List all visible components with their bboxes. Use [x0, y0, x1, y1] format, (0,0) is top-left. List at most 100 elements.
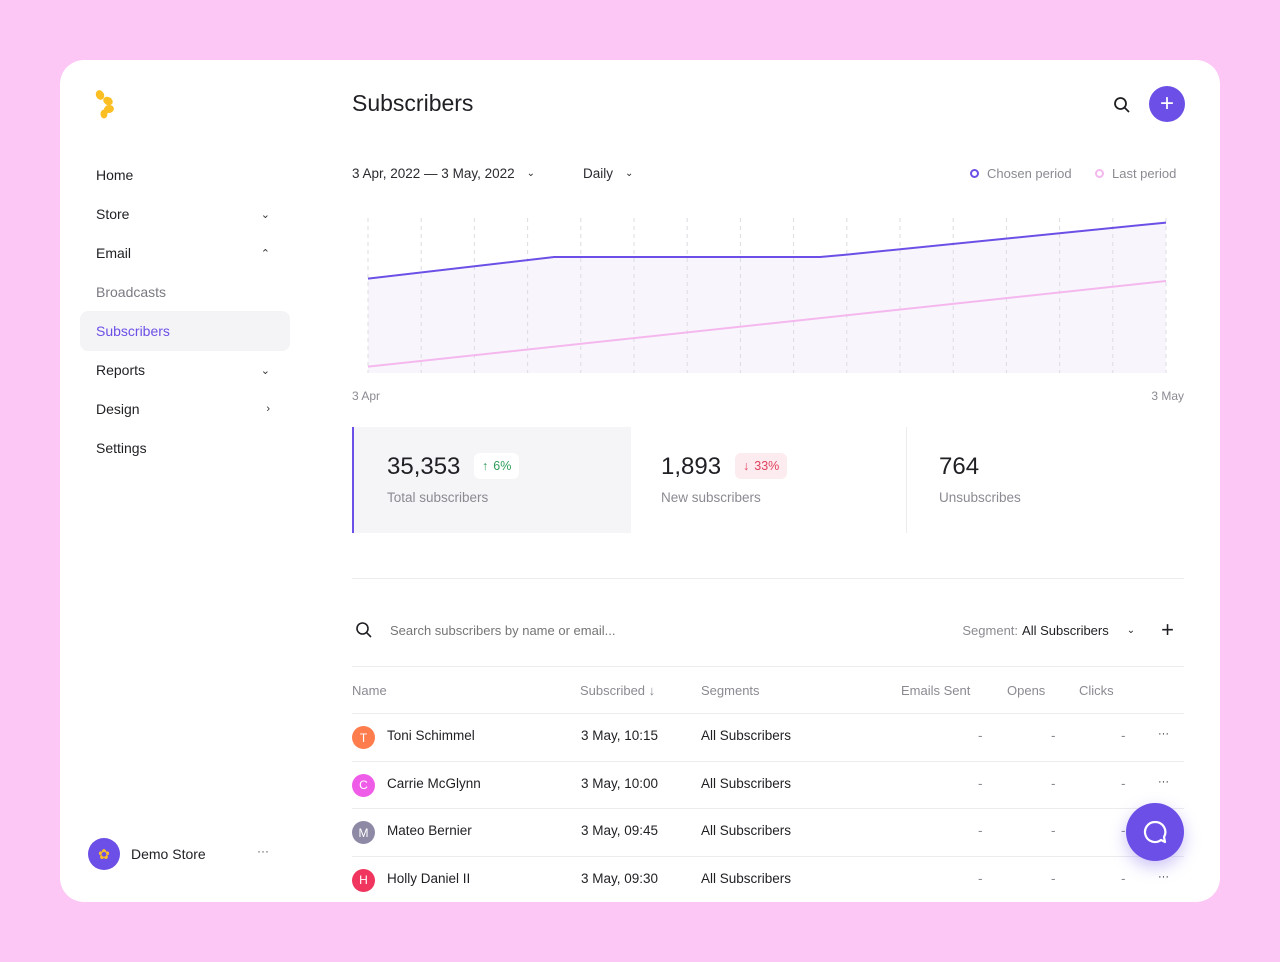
sidebar-item-broadcasts[interactable]: Broadcasts — [80, 272, 290, 312]
column-emails-sent[interactable]: Emails Sent — [901, 683, 971, 698]
arrow-up-icon: ↑ — [482, 459, 489, 473]
column-name[interactable]: Name — [352, 683, 387, 698]
sidebar-item-label: Settings — [96, 440, 147, 456]
sidebar-item-label: Design — [96, 401, 140, 417]
chevron-down-icon: ⌄ — [260, 364, 270, 377]
emails-value: - — [978, 870, 983, 886]
row-menu-button[interactable]: ··· — [1158, 870, 1169, 883]
chevron-down-icon: ⌄ — [260, 208, 270, 221]
logo-icon[interactable] — [94, 90, 118, 120]
table-row[interactable]: M Mateo Bernier 3 May, 09:45 All Subscri… — [352, 808, 1184, 855]
segment-select[interactable]: Segment: All Subscribers ⌄ — [962, 623, 1135, 638]
change-badge-up: ↑ 6% — [474, 453, 520, 479]
stat-total-subscribers[interactable]: 35,353 ↑ 6% Total subscribers — [352, 427, 631, 533]
chat-bubble-icon — [1143, 820, 1167, 844]
interval-select[interactable]: Daily ⌄ — [583, 166, 633, 181]
opens-value: - — [1051, 728, 1056, 743]
subscriber-search-input[interactable] — [390, 622, 790, 638]
sidebar-item-label: Reports — [96, 362, 146, 378]
clicks-value: - — [1121, 728, 1126, 743]
sidebar-item-settings[interactable]: Settings — [80, 428, 290, 468]
store-name[interactable]: Demo Store — [131, 846, 206, 862]
chevron-up-icon: ⌃ — [260, 247, 270, 260]
segment: All Subscribers — [701, 870, 792, 886]
subscribers-chart — [367, 218, 1167, 373]
table-row[interactable]: H Holly Daniel II 3 May, 09:30 All Subsc… — [352, 855, 1184, 903]
search-button[interactable] — [1112, 95, 1132, 115]
add-subscriber-button[interactable]: + — [1161, 617, 1174, 642]
chevron-right-icon: › — [266, 403, 270, 415]
clicks-value: - — [1121, 870, 1126, 886]
sidebar-item-home[interactable]: Home — [80, 155, 290, 195]
sidebar-item-store[interactable]: Store ⌄ — [80, 194, 290, 234]
row-menu-button[interactable]: ··· — [1158, 728, 1169, 740]
opens-value: - — [1051, 823, 1056, 838]
sidebar-item-label: Broadcasts — [96, 284, 167, 300]
x-axis-end-label: 3 May — [1151, 389, 1184, 403]
sidebar-item-subscribers[interactable]: Subscribers — [80, 311, 290, 351]
legend-last-marker — [1095, 169, 1104, 178]
emails-value: - — [978, 823, 983, 838]
subscribed-date: 3 May, 10:00 — [581, 775, 659, 791]
stat-new-subscribers[interactable]: 1,893 ↓ 33% New subscribers — [628, 427, 907, 533]
table-toolbar: Segment: All Subscribers ⌄ + — [352, 616, 1184, 644]
stat-label: New subscribers — [661, 490, 761, 505]
interval-value: Daily — [583, 166, 614, 181]
column-clicks[interactable]: Clicks — [1079, 683, 1114, 698]
stat-label: Unsubscribes — [939, 490, 1021, 505]
stat-value: 764 — [939, 453, 980, 480]
legend-chosen-marker — [970, 169, 979, 178]
table-row[interactable]: C Carrie McGlynn 3 May, 10:00 All Subscr… — [352, 760, 1184, 808]
column-segments[interactable]: Segments — [701, 683, 760, 698]
legend-last: Last period — [1095, 166, 1176, 181]
search-icon — [1114, 97, 1130, 113]
series-line-last-period — [367, 280, 1167, 368]
subscribed-date: 3 May, 09:30 — [581, 870, 659, 886]
sidebar-item-reports[interactable]: Reports ⌄ — [80, 350, 290, 390]
avatar: T — [352, 726, 375, 749]
store-avatar[interactable]: ✿ — [88, 838, 120, 870]
sidebar-item-label: Email — [96, 245, 132, 261]
page-title: Subscribers — [352, 90, 474, 116]
segment: All Subscribers — [701, 823, 792, 838]
sidebar-item-label: Subscribers — [96, 323, 170, 339]
subscriber-name[interactable]: Mateo Bernier — [387, 823, 472, 838]
add-button[interactable]: + — [1149, 86, 1185, 122]
subscriber-name[interactable]: Toni Schimmel — [387, 728, 475, 743]
arrow-down-icon: ↓ — [743, 459, 750, 473]
subscriber-name[interactable]: Holly Daniel II — [387, 870, 471, 886]
sidebar-item-design[interactable]: Design › — [80, 389, 290, 429]
stat-value: 35,353 — [387, 453, 461, 480]
legend-chosen-label: Chosen period — [987, 166, 1072, 181]
chat-button[interactable] — [1126, 803, 1184, 861]
change-badge-down: ↓ 33% — [735, 453, 788, 479]
sidebar-item-label: Store — [96, 206, 130, 222]
stat-unsubscribes[interactable]: 764 Unsubscribes — [906, 427, 1185, 533]
segment: All Subscribers — [701, 775, 792, 791]
sidebar-item-email[interactable]: Email ⌃ — [80, 233, 290, 273]
segment-label: Segment: — [962, 622, 1019, 638]
legend-chosen: Chosen period — [970, 166, 1072, 181]
x-axis-start-label: 3 Apr — [352, 389, 381, 403]
series-line-chosen-period — [367, 221, 1167, 280]
chart-area-fill — [368, 222, 1166, 373]
change-value: 6% — [493, 459, 512, 473]
date-range-select[interactable]: 3 Apr, 2022 — 3 May, 2022 ⌄ — [352, 166, 535, 181]
stat-value: 1,893 — [661, 453, 722, 480]
column-subscribed[interactable]: Subscribed ↓ — [580, 683, 656, 698]
store-more-button[interactable]: ··· — [257, 844, 269, 858]
app-window: Home Store ⌄ Email ⌃ Broadcasts Subscrib… — [60, 60, 1220, 902]
subscriber-name[interactable]: Carrie McGlynn — [387, 775, 481, 791]
emails-value: - — [978, 728, 983, 743]
row-menu-button[interactable]: ··· — [1158, 775, 1169, 788]
emails-value: - — [978, 775, 983, 791]
stat-label: Total subscribers — [387, 490, 489, 505]
chevron-down-icon: ⌄ — [1126, 624, 1136, 636]
change-value: 33% — [754, 459, 780, 473]
column-opens[interactable]: Opens — [1007, 683, 1046, 698]
clicks-value: - — [1121, 775, 1126, 791]
segment-value: All Subscribers — [1022, 622, 1109, 638]
table-row[interactable]: T Toni Schimmel 3 May, 10:15 All Subscri… — [352, 713, 1184, 760]
date-range-value: 3 Apr, 2022 — 3 May, 2022 — [352, 166, 515, 181]
divider — [352, 666, 1184, 667]
